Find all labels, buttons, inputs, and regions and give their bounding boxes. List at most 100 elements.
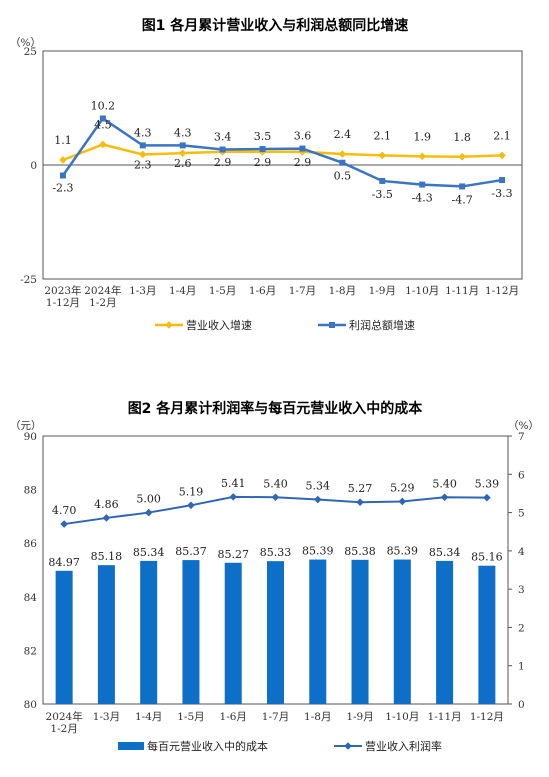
chart-2-line-point	[398, 497, 407, 506]
chart-2-bar-data-label: 85.37	[175, 545, 207, 558]
chart-1-series-2-point	[299, 145, 306, 152]
chart-2-x-tick-label: 2024年	[46, 710, 83, 723]
chart-2-line-data-label: 5.29	[390, 481, 415, 494]
chart-2-line-point	[187, 501, 195, 510]
chart-1-series-1-point	[59, 156, 67, 164]
chart-2-x-tick-label: 1-4月	[135, 711, 162, 723]
chart-2-bar-data-label: 85.27	[217, 548, 249, 561]
chart-1-series-2-point	[419, 181, 426, 188]
chart-1-series-2-point	[499, 177, 506, 184]
chart-1-legend-marker-1	[165, 321, 173, 329]
chart-2-bar-data-label: 85.39	[302, 545, 334, 558]
chart-2-y-right-tick-label: 2	[518, 622, 525, 634]
chart-1-series-2-point	[139, 142, 146, 149]
chart-1-series-2-point	[219, 146, 226, 153]
chart-1-revenue-data-label: 1.8	[453, 131, 471, 144]
chart-2-line-data-label: 5.40	[263, 477, 288, 490]
chart-2-y-right-tick-label: 5	[518, 508, 525, 520]
chart-2-bar	[351, 559, 369, 704]
chart-2-legend-label-1: 每百元营业收入中的成本	[147, 739, 268, 753]
chart-2-x-tick-label: 1-3月	[93, 711, 120, 723]
chart-2-x-tick-label: 1-8月	[304, 711, 331, 723]
chart-1-x-tick-label: 1-3月	[129, 285, 156, 297]
chart-2-bar	[267, 561, 284, 704]
chart-2-line-point	[60, 520, 68, 528]
chart-1-revenue-data-label: 2.9	[254, 156, 272, 169]
chart-1-profit-data-label: 10.2	[91, 99, 116, 112]
chart-1-profit-data-label: 0.5	[334, 170, 352, 183]
chart-2-y-unit-left: （元）	[10, 420, 42, 432]
chart-2-y-right-tick-label: 7	[518, 431, 525, 443]
chart-1-series-1-point	[458, 152, 466, 161]
chart-2-line-point	[440, 493, 449, 502]
chart-2-bar-data-label: 85.18	[91, 550, 123, 563]
chart-2-bar-data-label: 85.34	[133, 546, 165, 559]
chart-1-x-tick-label: 1-5月	[209, 285, 236, 297]
chart-1-x-tick-label: 2024年	[84, 284, 121, 297]
chart-2-y-right-tick-label: 1	[518, 661, 525, 673]
chart-2-line-point	[102, 514, 111, 522]
chart-1-series-1-point	[178, 149, 187, 157]
chart-2-line-point	[144, 508, 153, 517]
chart-2-bar-data-label: 85.38	[344, 545, 376, 558]
chart-1-series-2-point	[459, 183, 466, 190]
chart-2-bar	[436, 560, 454, 704]
chart-2-x-tick-label: 1-7月	[262, 711, 289, 723]
chart-2-line-point	[271, 493, 280, 502]
chart-1-profit-data-label: 3.4	[214, 130, 232, 143]
chart-1-series-2-point	[339, 159, 346, 166]
chart-2-line-data-label: 5.19	[179, 485, 204, 498]
chart-2-line-data-label: 4.70	[52, 504, 77, 517]
chart-2-line-data-label: 5.34	[306, 480, 331, 493]
chart-2-bar-data-label: 85.33	[260, 546, 292, 559]
chart-1-y-unit: （%）	[10, 37, 41, 49]
chart-1-series-2-point	[59, 172, 66, 179]
chart-1-x-tick-label: 1-9月	[369, 285, 396, 297]
chart-2-line-data-label: 5.41	[221, 477, 246, 490]
chart-2-x-tick-label: 1-12月	[470, 711, 504, 723]
chart-1-series-2-point	[259, 146, 266, 153]
chart-1-y-tick-label: 0	[30, 160, 37, 172]
chart-1-revenue-data-label: 2.4	[334, 128, 352, 141]
chart-2-bar	[97, 565, 115, 704]
chart-2-line-point	[356, 498, 364, 507]
chart-2-line-data-label: 5.39	[475, 478, 500, 491]
chart-1-series-line-1	[62, 143, 503, 162]
chart-1-series-1-point	[378, 151, 387, 160]
chart-2-line-point	[313, 495, 322, 504]
chart-1-x-tick-label: 1-4月	[169, 285, 196, 297]
chart-2-y-right-tick-label: 0	[518, 699, 525, 711]
chart-2-line-data-label: 5.40	[432, 477, 457, 490]
chart-1-x-tick-label: 1-11月	[445, 285, 479, 297]
chart-1-profit-data-label: -3.3	[491, 187, 512, 200]
chart-1-x-tick-label: 2023年	[44, 284, 81, 297]
chart-2-legend-bar-swatch	[118, 742, 144, 750]
chart-1-legend-label-2: 利润总额增速	[349, 318, 415, 332]
chart-1-x-tick-label: 1-7月	[289, 285, 316, 297]
chart-1-x-tick-label: 1-6月	[249, 285, 276, 297]
chart-2-bar	[224, 562, 242, 704]
chart-1-y-tick-label: 25	[24, 46, 37, 58]
chart-1-profit-data-label: 3.6	[294, 130, 312, 143]
chart-1-profit-data-label: -3.5	[372, 188, 393, 201]
chart-1-revenue-data-label: 1.9	[413, 130, 431, 143]
chart-2-y-left-tick-label: 88	[24, 485, 37, 497]
chart-2-title: 图2 各月累计利润率与每百元营业收入中的成本	[128, 400, 424, 417]
chart-2-bar-data-label: 85.39	[387, 545, 419, 558]
chart-1-profit-data-label: 4.3	[174, 126, 192, 139]
chart-2-y-unit-right: （%）	[508, 420, 539, 432]
chart-2-line-data-label: 4.86	[94, 498, 119, 511]
chart-2-bar	[309, 559, 327, 704]
chart-2-x-tick-label: 1-6月	[220, 711, 247, 723]
chart-2-legend-marker	[344, 742, 352, 750]
chart-1-y-tick-label: -25	[20, 274, 37, 286]
chart-2-bar	[140, 560, 158, 704]
chart-2-x-tick-label: 1-10月	[385, 711, 419, 723]
chart-1-revenue-data-label: 2.9	[214, 156, 232, 169]
chart-2-line-data-label: 5.27	[348, 482, 373, 495]
chart-2-bar	[55, 570, 73, 704]
chart-2-line-point	[483, 493, 491, 502]
chart-1-x-tick-label: 1-2月	[89, 297, 116, 309]
chart-2-y-left-tick-label: 82	[24, 645, 37, 657]
chart-1-series-1-point	[138, 150, 147, 159]
